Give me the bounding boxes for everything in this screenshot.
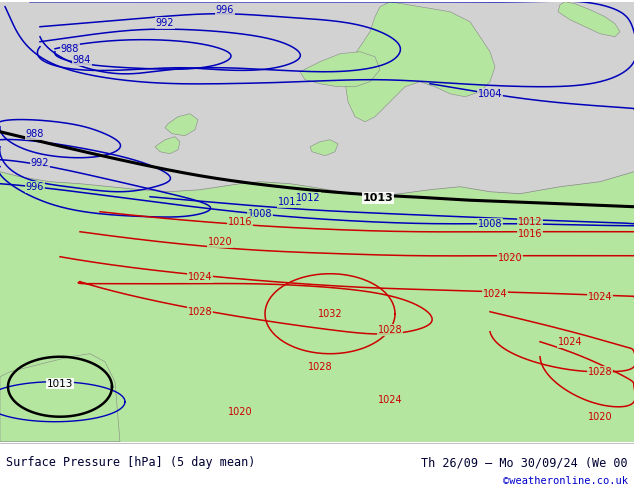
Text: 1028: 1028 [588, 367, 612, 377]
Text: 1013: 1013 [47, 379, 73, 389]
Text: 992: 992 [156, 18, 174, 28]
Text: 1024: 1024 [378, 395, 403, 405]
Polygon shape [165, 114, 198, 136]
Text: 1024: 1024 [558, 337, 582, 347]
Text: 1020: 1020 [588, 412, 612, 422]
Text: 1012: 1012 [278, 196, 302, 207]
Polygon shape [300, 52, 380, 87]
Text: 1004: 1004 [478, 89, 502, 98]
Polygon shape [155, 137, 180, 154]
Text: 996: 996 [26, 182, 44, 192]
Text: 988: 988 [61, 44, 79, 54]
Text: 1028: 1028 [188, 307, 212, 317]
Text: 1024: 1024 [188, 272, 212, 282]
Polygon shape [558, 2, 620, 37]
Text: 1020: 1020 [228, 407, 252, 416]
Text: 984: 984 [73, 55, 91, 65]
Polygon shape [0, 354, 120, 441]
Text: 1028: 1028 [307, 362, 332, 372]
Text: 1012: 1012 [518, 217, 542, 227]
Text: 1008: 1008 [478, 219, 502, 229]
Text: 1016: 1016 [518, 229, 542, 239]
Polygon shape [0, 172, 634, 441]
Text: 1024: 1024 [482, 289, 507, 299]
Text: Th 26/09 – Mo 30/09/24 (We 00: Th 26/09 – Mo 30/09/24 (We 00 [421, 457, 628, 469]
Text: 1020: 1020 [498, 253, 522, 263]
Text: 988: 988 [26, 129, 44, 139]
Text: 1012: 1012 [295, 193, 320, 203]
Text: 1013: 1013 [363, 193, 393, 203]
Text: 1020: 1020 [208, 237, 232, 247]
Polygon shape [310, 140, 338, 156]
Text: 1028: 1028 [378, 325, 403, 335]
Text: 1008: 1008 [248, 209, 272, 219]
Text: 1032: 1032 [318, 309, 342, 318]
Text: ©weatheronline.co.uk: ©weatheronline.co.uk [503, 476, 628, 486]
Text: 992: 992 [31, 158, 49, 168]
Text: Surface Pressure [hPa] (5 day mean): Surface Pressure [hPa] (5 day mean) [6, 457, 256, 469]
Text: 996: 996 [216, 5, 234, 15]
Text: 1016: 1016 [228, 217, 252, 227]
Text: 1024: 1024 [588, 292, 612, 302]
Polygon shape [345, 2, 495, 122]
